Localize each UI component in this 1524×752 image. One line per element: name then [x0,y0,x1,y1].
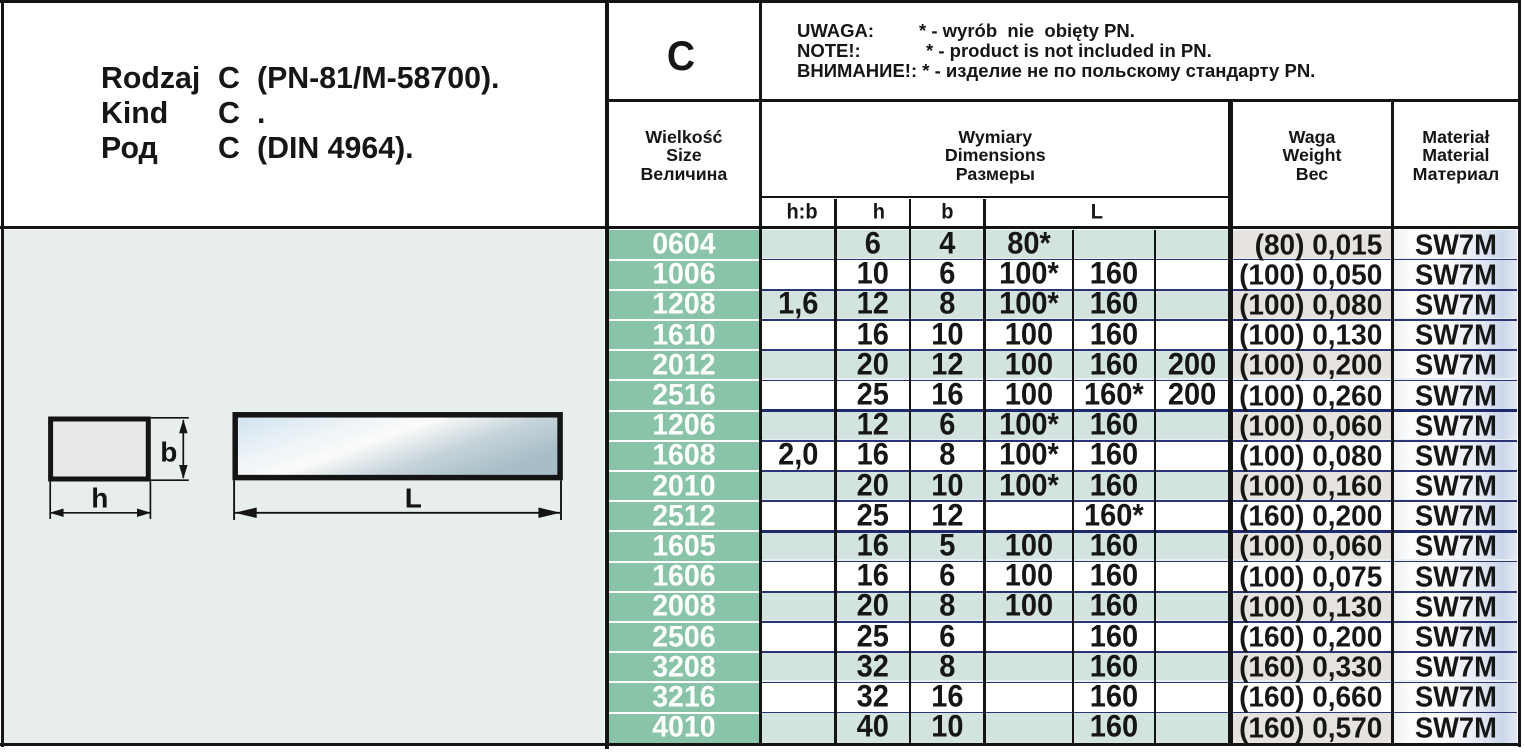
svg-text:L: L [405,482,422,513]
svg-text:h: h [91,482,108,513]
svg-text:b: b [160,436,177,467]
